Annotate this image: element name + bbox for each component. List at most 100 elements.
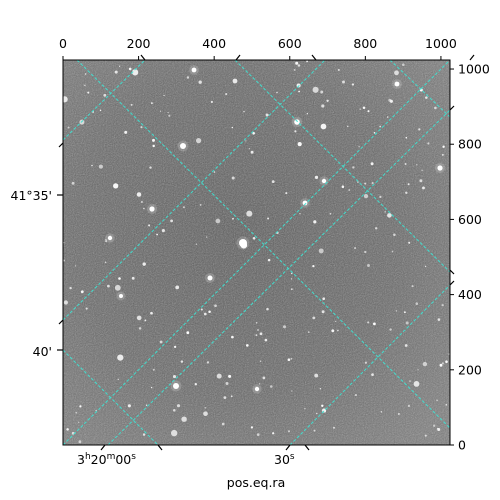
world-tick-mark: [285, 444, 291, 451]
star: [63, 259, 66, 262]
star: [276, 91, 278, 94]
bright-star: [239, 239, 247, 247]
star: [413, 380, 420, 387]
star: [312, 316, 316, 320]
star: [79, 405, 82, 408]
grid-line: [389, 60, 450, 118]
star: [298, 90, 300, 93]
star: [308, 331, 310, 333]
star: [436, 399, 438, 402]
star: [380, 411, 383, 413]
star: [85, 307, 88, 310]
star: [223, 396, 227, 399]
star: [104, 261, 107, 263]
star: [246, 210, 253, 217]
star: [265, 113, 269, 117]
star: [128, 67, 132, 71]
star: [170, 219, 174, 223]
star: [290, 357, 293, 360]
star: [347, 125, 349, 128]
right-tick-label: 200: [458, 362, 482, 377]
star: [402, 63, 405, 66]
star: [63, 96, 68, 103]
star: [67, 126, 70, 129]
star: [312, 86, 319, 93]
star: [359, 108, 361, 110]
bright-star: [437, 165, 443, 171]
star: [266, 307, 269, 311]
dec-label-1: 41°35': [11, 188, 53, 203]
star: [186, 331, 190, 335]
star: [252, 237, 256, 240]
star: [329, 212, 332, 215]
star: [342, 80, 345, 84]
grid-line: [234, 60, 450, 273]
star: [354, 394, 357, 397]
star: [231, 126, 234, 129]
world-tick-mark: [304, 444, 310, 451]
x-axis-label: pos.eq.ra: [227, 475, 285, 490]
star: [232, 217, 234, 220]
star: [161, 229, 165, 233]
star: [256, 433, 260, 436]
star: [80, 290, 84, 294]
star: [391, 250, 394, 253]
star: [259, 360, 262, 362]
right-tick-label: 600: [458, 212, 482, 227]
star: [348, 189, 350, 191]
star: [364, 250, 367, 254]
star: [299, 212, 301, 215]
star: [206, 361, 210, 364]
star: [422, 361, 428, 367]
star: [411, 285, 414, 288]
star: [379, 125, 382, 128]
star: [373, 131, 376, 134]
star: [422, 186, 425, 190]
star-field: [63, 60, 450, 444]
star: [384, 211, 386, 213]
star: [176, 404, 181, 408]
star: [152, 144, 155, 148]
star: [394, 70, 399, 76]
star: [439, 363, 443, 367]
star: [379, 195, 382, 199]
star: [250, 426, 254, 429]
star: [204, 406, 207, 409]
star: [246, 344, 249, 347]
star: [99, 109, 102, 112]
star: [181, 416, 187, 422]
star: [124, 130, 128, 134]
star: [69, 286, 72, 290]
star: [167, 111, 169, 114]
star: [294, 130, 297, 133]
right-tick-label: 0: [458, 438, 466, 453]
plot-frame: [62, 59, 451, 446]
star: [297, 64, 301, 67]
grid-line: [63, 60, 146, 141]
star: [117, 378, 119, 380]
star: [421, 169, 423, 171]
star: [331, 329, 335, 333]
star: [326, 99, 329, 102]
star: [136, 192, 142, 197]
star: [319, 388, 322, 390]
star: [149, 166, 152, 169]
top-tick-label: 600: [278, 36, 302, 51]
star: [373, 322, 376, 326]
star: [91, 164, 93, 167]
world-tick-mark: [100, 444, 106, 451]
star: [152, 138, 155, 142]
star: [248, 148, 250, 150]
dec-label-2: 40': [33, 344, 52, 359]
star: [243, 110, 245, 113]
bright-star: [207, 275, 213, 281]
star: [140, 126, 143, 129]
star: [445, 404, 448, 406]
coordinate-grid: [63, 60, 450, 445]
star: [159, 110, 162, 112]
star: [320, 123, 327, 130]
star: [318, 248, 324, 254]
star: [258, 383, 261, 385]
star: [145, 404, 148, 406]
star: [295, 61, 299, 65]
